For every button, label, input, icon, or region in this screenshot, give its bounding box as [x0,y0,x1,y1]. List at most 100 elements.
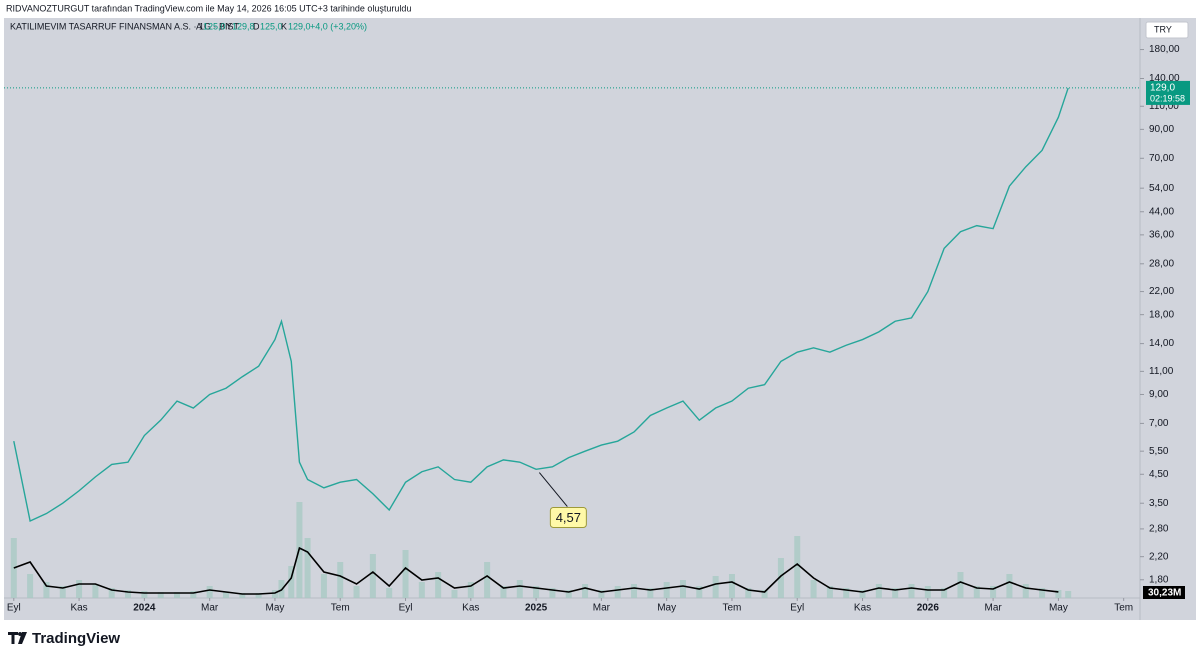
volume-bar [402,550,409,598]
x-tick-label: Eyl [7,603,21,614]
x-tick-label: 2025 [525,603,548,614]
ohlc-value: 129,0 [288,21,311,31]
y-tick-label: 110,00 [1149,101,1179,112]
x-tick-label: 2024 [133,603,156,614]
y-tick-label: 36,00 [1149,230,1174,241]
volume-bar [125,590,132,598]
x-tick-label: Kas [854,603,871,614]
volume-bar [810,580,817,598]
volume-bar [696,586,703,598]
x-tick-label: Eyl [399,603,413,614]
y-tick-label: 2,80 [1149,524,1169,535]
volume-bar [549,588,556,598]
y-tick-label: 70,00 [1149,153,1174,164]
volume-bar [59,586,66,598]
ohlc-value: 129,8 [232,21,255,31]
volume-bar [826,586,833,598]
volume-bar [1006,574,1013,598]
volume-bar [973,586,980,598]
volume-bar [304,538,311,598]
volume-bar [728,574,735,598]
volume-bar [92,584,99,598]
volume-bar [484,562,491,598]
symbol: KATILIMEVIM TASARRUF FINANSMAN A.S. · 1G… [10,21,240,31]
volume-bar [582,584,589,598]
x-tick-label: May [657,603,676,614]
ohlc-label: D [253,21,260,31]
logo-text: TradingView [32,630,120,647]
volume-ma-line [13,546,1059,595]
annotation-box [549,507,587,529]
volume-bar [859,590,866,598]
volume-bar [369,554,376,598]
ohlc-value: 125,0 [260,21,283,31]
volume-bar [1039,588,1046,598]
volume-bar [663,582,670,598]
x-tick-label: Mar [984,603,1002,614]
volume-bar [1065,591,1072,598]
y-tick-label: 11,00 [1149,366,1174,377]
volume-bar [76,580,83,598]
volume-bar [761,590,768,598]
y-tick-label: 7,00 [1149,418,1169,429]
volume-bar [1022,584,1029,598]
x-tick-label: May [1049,603,1068,614]
volume-bar [533,586,540,598]
price-line [13,87,1069,522]
y-tick-label: 2,20 [1149,551,1169,562]
volume-bar [647,588,654,598]
volume-bar [712,576,719,598]
currency[interactable]: TRY [1154,24,1172,34]
x-tick-label: Kas [70,603,87,614]
y-tick-label: 3,50 [1149,498,1169,509]
volume-bar [435,572,442,598]
ohlc-value: 125,0 [203,21,226,31]
volume-bar [892,588,899,598]
volume-bar [500,586,507,598]
volume-bar [108,588,115,598]
volume-bar [27,574,34,598]
countdown: 02:19:58 [1150,93,1185,103]
y-tick-label: 180,00 [1149,44,1180,55]
volume-ma-box [1143,586,1185,599]
volume-bar [679,580,686,598]
volume-bar [794,536,801,598]
volume-bar [957,572,964,598]
volume-bar [565,590,572,598]
volume-bar [631,584,638,598]
volume-bar [337,562,344,598]
y-tick-label: 5,50 [1149,446,1169,457]
volume-bar [745,588,752,598]
y-tick-label: 54,00 [1149,183,1174,194]
y-tick-label: 28,00 [1149,258,1174,269]
y-tick-label: 44,00 [1149,206,1174,217]
y-tick-label: 18,00 [1149,309,1174,320]
x-tick-label: Tem [331,603,350,614]
y-tick-label: 1,80 [1149,574,1169,585]
volume-bar [222,592,229,598]
volume-bar [598,590,605,598]
change: +4,0 (+3,20%) [310,21,367,31]
volume-bar [353,586,360,598]
logo: TradingView [8,630,120,647]
last-price-box [1146,80,1190,105]
volume-bar [271,590,278,598]
volume-bar [141,591,148,598]
volume-bar [516,580,523,598]
volume-bar [43,582,50,598]
currency-button[interactable] [1145,21,1189,39]
x-tick-label: 2026 [917,603,940,614]
volume-bar [777,558,784,598]
volume-bar [386,588,393,598]
ohlc-label: K [281,21,287,31]
last-price-label: 129,0 [1150,83,1175,94]
x-tick-label: Mar [201,603,219,614]
volume-bar [614,586,621,598]
x-tick-label: Kas [462,603,479,614]
annotation-label: 4,57 [556,510,581,525]
volume-bar [288,566,295,598]
chart-pane [4,18,1196,620]
x-tick-label: Tem [1114,603,1133,614]
logo-icon [8,632,27,644]
